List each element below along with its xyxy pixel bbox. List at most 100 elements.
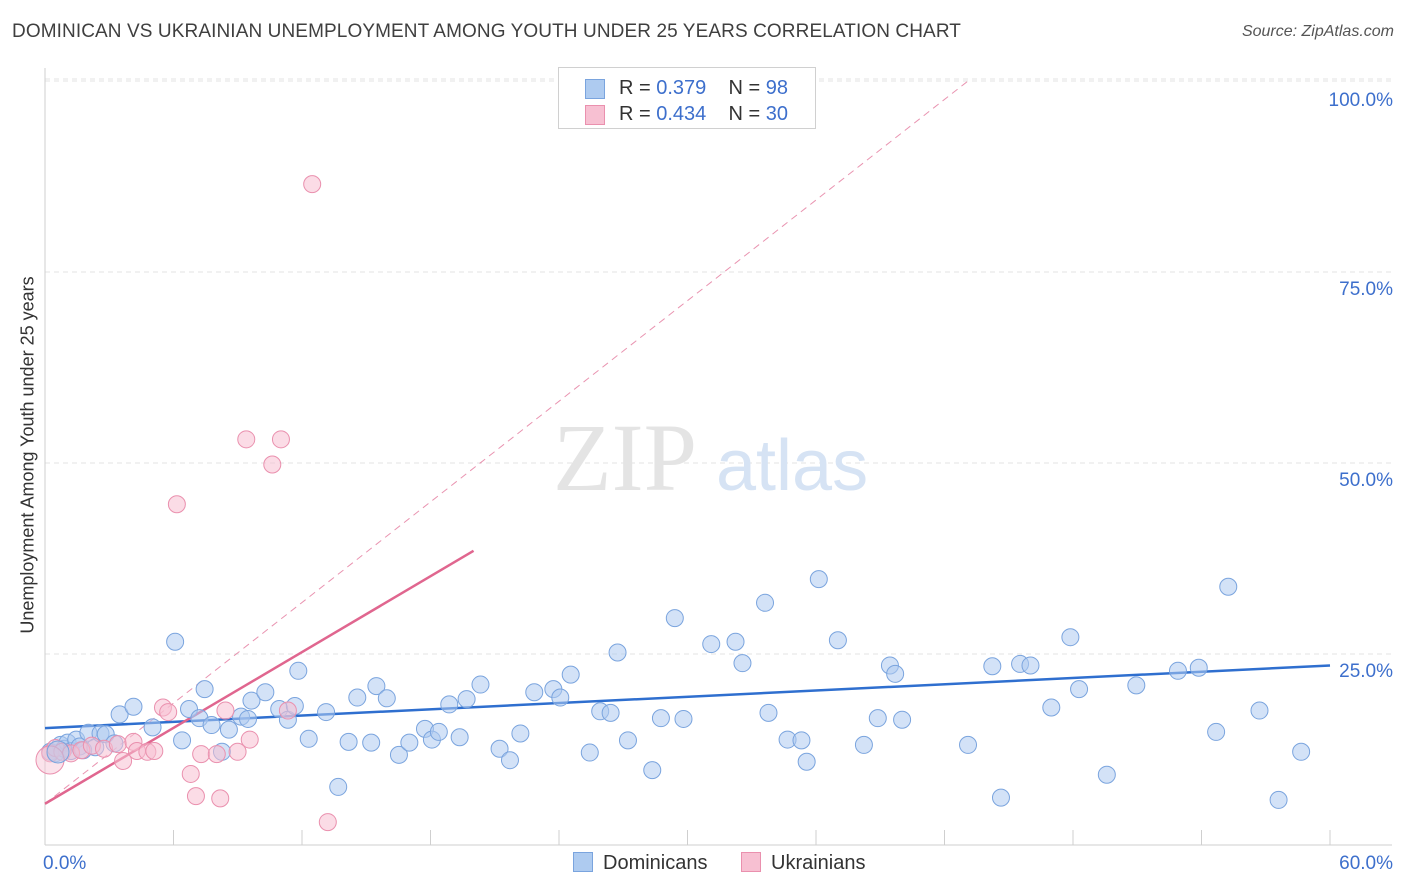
data-point-dominicans [173, 731, 192, 750]
data-point-ukrainians [192, 745, 211, 764]
data-point-dominicans [702, 635, 721, 654]
data-point-dominicans [450, 728, 469, 747]
data-point-ukrainians [240, 730, 259, 749]
y-tick-label: 50.0% [1339, 470, 1393, 491]
data-point-cluster-dominicans [46, 740, 70, 764]
data-point-dominicans [854, 735, 873, 754]
data-point-ukrainians [271, 430, 290, 449]
data-point-dominicans [1127, 676, 1146, 695]
r-label: R = [619, 103, 651, 125]
ukrainians-swatch [585, 105, 605, 125]
n-label: N = [728, 77, 761, 99]
source-label: Source: ZipAtlas.com [1241, 23, 1394, 40]
y-tick-label: 25.0% [1339, 661, 1393, 682]
data-point-ukrainians [159, 703, 178, 722]
y-axis-label: Unemployment Among Youth under 25 years [17, 276, 38, 634]
data-point-dominicans [1189, 658, 1208, 677]
data-point-dominicans [1042, 698, 1061, 717]
data-point-dominicans [166, 632, 185, 651]
data-point-dominicans [457, 690, 476, 709]
data-point-ukrainians [167, 495, 186, 514]
data-point-dominicans [651, 709, 670, 728]
chart-title: DOMINICAN VS UKRAINIAN UNEMPLOYMENT AMON… [12, 21, 962, 42]
legend-stats: R = 0.379 N = 98 R = 0.434 N = 30 [558, 67, 816, 129]
data-point-dominicans [389, 745, 408, 764]
data-point-dominicans [828, 631, 847, 650]
data-point-dominicans [580, 743, 599, 762]
data-point-dominicans [1269, 790, 1288, 809]
data-point-dominicans [1021, 656, 1040, 675]
data-point-ukrainians [108, 735, 127, 754]
data-point-dominicans [756, 593, 775, 612]
data-point-ukrainians [228, 742, 247, 761]
data-point-dominicans [1292, 742, 1311, 761]
data-point-ukrainians [207, 745, 226, 764]
legend-bottom-dominicans: Dominicans [573, 852, 707, 875]
data-point-dominicans [797, 752, 816, 771]
data-point-dominicans [238, 709, 257, 728]
data-point-dominicans [991, 788, 1010, 807]
ukrainians-legend-swatch [741, 852, 761, 872]
trend-line-dominicans [44, 664, 1331, 730]
data-point-dominicans [500, 751, 519, 770]
data-point-dominicans [400, 733, 419, 752]
n-label: N = [728, 103, 761, 125]
data-point-dominicans [124, 697, 143, 716]
data-point-dominicans [983, 657, 1002, 676]
data-point-ukrainians [181, 764, 200, 783]
data-point-dominicans [490, 739, 509, 758]
data-point-dominicans [110, 705, 129, 724]
data-point-dominicans [1097, 765, 1116, 784]
data-point-dominicans [339, 732, 358, 751]
data-point-dominicans [1207, 722, 1226, 741]
r-label: R = [619, 77, 651, 99]
data-point-dominicans [561, 665, 580, 684]
data-point-dominicans [886, 664, 905, 683]
data-point-dominicans [317, 703, 336, 722]
data-point-ukrainians [186, 787, 205, 806]
data-point-dominicans [143, 718, 162, 737]
data-point-dominicans [643, 761, 662, 780]
data-point-dominicans [868, 709, 887, 728]
data-point-dominicans [471, 675, 490, 694]
legend-stats-text: R = 0.434 N = 30 [619, 103, 788, 126]
x-tick-label: 60.0% [1339, 853, 1393, 874]
data-point-dominicans [329, 777, 348, 796]
data-point-ukrainians [318, 813, 337, 832]
n-value-ukrainians: 30 [765, 103, 789, 125]
data-point-dominicans [362, 733, 381, 752]
dominicans-legend-swatch [573, 852, 593, 872]
data-point-dominicans [551, 688, 570, 707]
data-point-dominicans [367, 677, 386, 696]
r-value-dominicans: 0.379 [656, 77, 707, 99]
data-point-dominicans [377, 689, 396, 708]
watermark-atlas: atlas [716, 426, 868, 506]
n-value-dominicans: 98 [765, 77, 789, 99]
data-point-ukrainians [237, 430, 256, 449]
y-tick-label: 100.0% [1329, 90, 1394, 111]
ukrainians-legend-label: Ukrainians [771, 852, 866, 874]
data-point-ukrainians [211, 789, 230, 808]
data-point-dominicans [726, 632, 745, 651]
data-point-dominicans [440, 695, 459, 714]
x-tick-label: 0.0% [43, 853, 86, 874]
data-point-ukrainians [114, 751, 133, 770]
data-point-ukrainians [145, 742, 164, 761]
data-point-ukrainians [216, 701, 235, 720]
data-point-dominicans [792, 731, 811, 750]
data-point-dominicans [674, 709, 693, 728]
data-point-ukrainians [278, 701, 297, 720]
data-point-dominicans [1070, 680, 1089, 699]
data-point-dominicans [511, 724, 530, 743]
data-point-dominicans [959, 735, 978, 754]
dominicans-swatch [585, 79, 605, 99]
data-point-dominicans [809, 570, 828, 589]
data-point-dominicans [759, 703, 778, 722]
r-value-ukrainians: 0.434 [656, 103, 707, 125]
data-point-dominicans [289, 661, 308, 680]
data-point-dominicans [195, 680, 214, 699]
legend-bottom-ukrainians: Ukrainians [741, 852, 865, 875]
data-point-dominicans [1061, 628, 1080, 647]
data-point-dominicans [299, 729, 318, 748]
